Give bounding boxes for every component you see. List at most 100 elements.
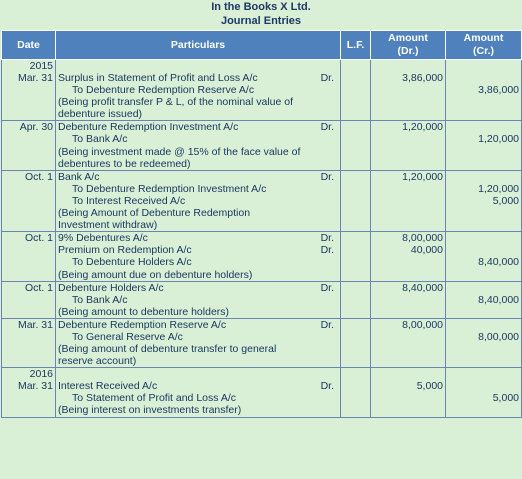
spacer	[448, 268, 519, 280]
credit-account: To General Reserve A/c	[72, 330, 183, 343]
debit-amount: 40,000	[410, 244, 443, 257]
debit-account: Interest Received A/c	[58, 380, 158, 393]
entry-date: Oct. 1	[24, 170, 53, 183]
debit-account: Debenture Redemption Investment A/c	[58, 121, 239, 134]
entry-particulars-cell: Debenture Holders A/c Dr. To Bank A/c (Bein…	[55, 281, 341, 319]
entry-date: Mar. 31	[17, 380, 53, 393]
debit-account-line: Interest Received A/c Dr.	[58, 380, 338, 392]
credit-amount: 8,40,000	[478, 256, 519, 269]
spacer	[448, 72, 519, 84]
spacer	[448, 343, 519, 355]
debit-account: Premium on Redemption A/c	[58, 244, 192, 257]
debit-account-line: Debenture Holders A/c Dr.	[58, 282, 338, 294]
narration-text-line: (Being investment made @ 15% of the face…	[58, 146, 338, 158]
spacer	[373, 195, 443, 207]
spacer	[373, 60, 443, 72]
spacer	[373, 392, 443, 404]
spacer	[373, 219, 443, 231]
narration-text-line: (Being amount to debenture holders)	[58, 306, 338, 318]
narration-text: (Being amount due on debenture holders)	[58, 268, 253, 281]
spacer	[373, 368, 443, 380]
entry-lf-cell	[340, 318, 371, 369]
credit-account-line: To Statement of Profit and Loss A/c	[58, 392, 338, 404]
debit-account-line: 9% Debentures A/c Dr.	[58, 232, 338, 244]
narration-text: (Being amount of debenture transfer to g…	[58, 343, 277, 356]
col-lf-header: L.F.	[340, 30, 371, 60]
entry-date-cell: Oct. 1	[1, 281, 56, 319]
amount-dr-sub: (Dr.)	[397, 45, 419, 57]
debit-account-line: Bank A/c Dr.	[58, 171, 338, 183]
debit-amount: 8,00,000	[402, 318, 443, 331]
col-amount-cr-header: Amount (Cr.)	[445, 30, 522, 60]
credit-account: To Interest Received A/c	[72, 194, 186, 207]
spacer	[373, 343, 443, 355]
credit-account: To Debenture Redemption Investment A/c	[72, 182, 267, 195]
narration-text-line: (Being Amount of Debenture Redemption	[58, 207, 338, 219]
spacer	[448, 306, 519, 318]
spacer	[448, 282, 519, 294]
entry-debit-amount-cell: 1,20,000	[370, 120, 446, 171]
entry-lf-cell	[340, 281, 371, 319]
spacer	[448, 319, 519, 331]
dr-marker: Dr.	[320, 281, 334, 294]
entry-credit-amount-cell: 3,86,000	[445, 59, 522, 122]
col-date-header: Date	[1, 30, 56, 60]
credit-account: To Bank A/c	[72, 293, 128, 306]
spacer	[58, 60, 338, 72]
debit-amount: 1,20,000	[402, 170, 443, 183]
dr-marker: Dr.	[320, 72, 334, 84]
credit-account-line: To Debenture Redemption Investment A/c	[58, 183, 338, 195]
spacer	[373, 404, 443, 416]
debit-amount: 8,40,000	[402, 281, 443, 294]
debit-account: 9% Debentures A/c	[58, 232, 148, 245]
spacer	[448, 380, 519, 392]
spacer	[448, 244, 519, 256]
entry-date: Apr. 30	[19, 121, 53, 134]
entry-credit-amount-cell: 1,20,000 5,000	[445, 170, 522, 233]
credit-account: To Debenture Holders A/c	[72, 256, 192, 269]
narration-text-line: (Being amount due on debenture holders)	[58, 269, 338, 281]
debit-account: Debenture Redemption Reserve A/c	[58, 318, 227, 331]
entry-date: 2015	[29, 60, 53, 72]
journal-table: Date Particulars L.F. Amount (Dr.) Amoun…	[1, 30, 522, 418]
entry-date-cell: 2016 Mar. 31	[1, 367, 56, 418]
narration-text: debenture issued)	[58, 108, 143, 121]
spacer	[448, 207, 519, 219]
credit-amount: 8,40,000	[478, 293, 519, 306]
amount-cr-sub: (Cr.)	[473, 45, 494, 57]
spacer	[448, 219, 519, 231]
spacer	[448, 355, 519, 367]
spacer	[373, 108, 443, 120]
dr-marker: Dr.	[320, 318, 334, 331]
credit-account-line: To Interest Received A/c	[58, 195, 338, 207]
amount-dr-label: Amount	[388, 32, 428, 44]
credit-account: To Bank A/c	[72, 133, 128, 146]
entry-date-cell: Mar. 31	[1, 318, 56, 369]
spacer	[373, 306, 443, 318]
entry-date-cell: Oct. 1	[1, 170, 56, 233]
entry-lf-cell	[340, 170, 371, 233]
entry-date: Mar. 31	[17, 72, 53, 85]
journal-entry-row: Oct. 1 9% Debentures A/c Dr. Premium on Red…	[1, 231, 522, 282]
spacer	[373, 355, 443, 367]
entry-debit-amount-cell: 1,20,000	[370, 170, 446, 233]
credit-amount: 1,20,000	[478, 133, 519, 146]
journal-entry-row: Oct. 1 Bank A/c Dr. To Debenture Redemption…	[1, 170, 522, 233]
narration-text-line: debentures to be redeemed)	[58, 158, 338, 170]
spacer	[448, 368, 519, 380]
narration-text: (Being interest on investments transfer)	[58, 404, 242, 417]
spacer	[448, 121, 519, 133]
credit-amount: 5,000	[492, 194, 519, 207]
entry-credit-amount-cell: 8,40,000	[445, 281, 522, 319]
credit-amount: 8,00,000	[478, 330, 519, 343]
debit-account-line: Debenture Redemption Investment A/c Dr.	[58, 121, 338, 133]
entry-debit-amount-cell: 8,00,000	[370, 318, 446, 369]
debit-amount: 1,20,000	[402, 121, 443, 134]
col-amount-dr-header: Amount (Dr.)	[370, 30, 446, 60]
amount-cr-label: Amount	[463, 32, 504, 44]
table-header-row: Date Particulars L.F. Amount (Dr.) Amoun…	[1, 30, 522, 60]
journal-subtitle: Journal Entries	[220, 15, 302, 27]
narration-text-line: (Being profit transfer P & L, of the nom…	[58, 96, 338, 108]
credit-account-line: To Bank A/c	[58, 133, 338, 145]
